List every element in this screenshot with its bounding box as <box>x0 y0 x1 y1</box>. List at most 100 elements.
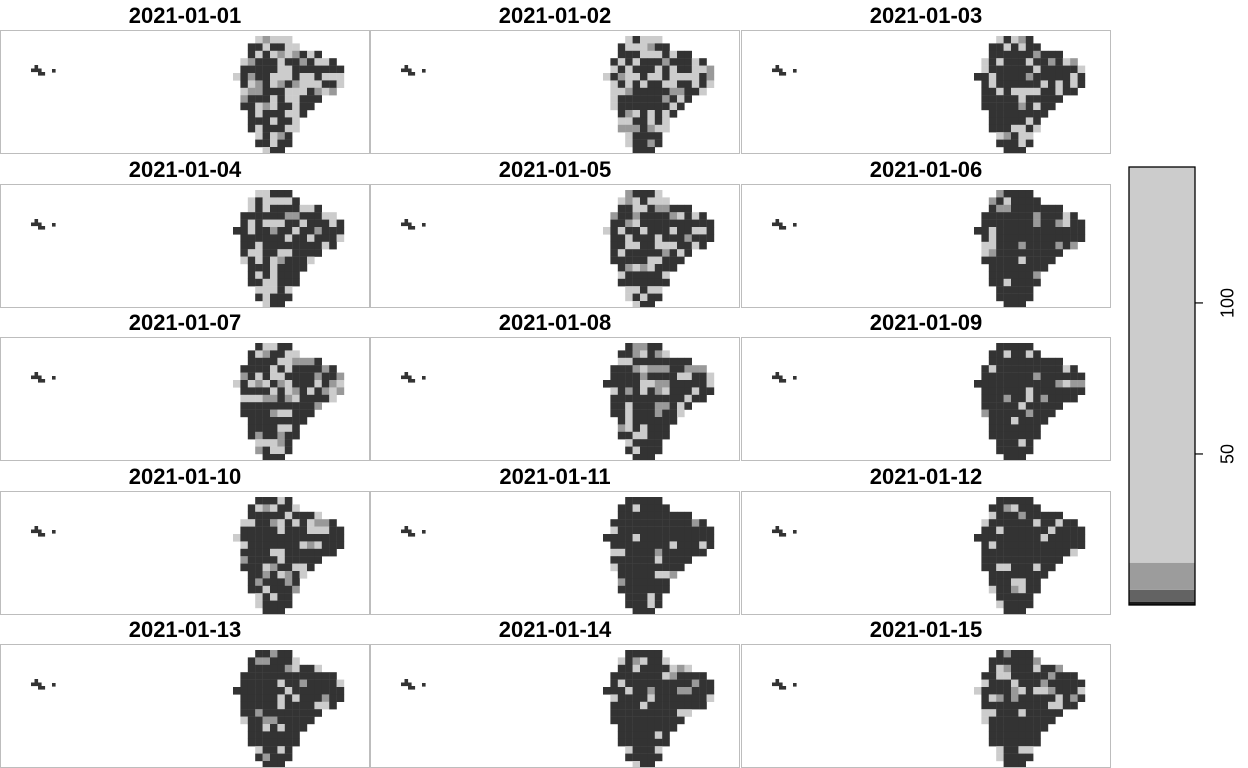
raster-cell <box>299 409 308 418</box>
raster-cell <box>1062 679 1071 688</box>
raster-cell <box>1040 241 1049 250</box>
raster-cell <box>647 278 655 287</box>
raster-cell <box>691 687 700 695</box>
raster-cell <box>1025 701 1034 710</box>
raster-cell <box>632 571 641 579</box>
raster-cell <box>669 212 678 220</box>
raster-cell <box>677 87 685 96</box>
raster-cell <box>677 664 685 673</box>
raster-cell <box>299 249 308 257</box>
raster-cell <box>988 87 997 96</box>
raster-cell <box>299 701 308 710</box>
raster-cell <box>262 117 271 125</box>
panel-frame <box>741 491 1111 615</box>
raster-cell <box>625 679 633 688</box>
panel-frame <box>741 337 1111 461</box>
raster-cell <box>277 709 285 717</box>
raster-cell <box>277 286 285 294</box>
raster-cell <box>255 701 263 710</box>
raster-cell <box>617 212 626 220</box>
raster-cell <box>632 278 641 287</box>
raster-cell <box>299 241 308 250</box>
raster-cell <box>632 73 641 81</box>
raster-cell <box>677 212 685 220</box>
raster-cell <box>284 402 293 410</box>
raster-cell <box>1003 753 1012 762</box>
raster-cell <box>1018 73 1026 81</box>
raster-cell <box>981 701 989 710</box>
raster-cell <box>307 65 315 74</box>
raster-cell <box>632 147 641 153</box>
raster-cell <box>632 65 641 74</box>
raster-cell <box>1018 278 1026 287</box>
raster-cell <box>988 716 997 725</box>
raster-cell <box>284 431 293 440</box>
raster-cell <box>996 694 1004 702</box>
island-cell <box>775 682 780 687</box>
raster-cell <box>314 227 322 235</box>
raster-cell <box>1018 402 1026 410</box>
raster-cell <box>262 731 271 739</box>
raster-cell <box>1025 716 1034 725</box>
raster-cell <box>654 43 663 51</box>
raster-cell <box>277 672 285 680</box>
raster-cell <box>1018 264 1026 272</box>
raster-cell <box>1040 212 1049 220</box>
raster-cell <box>1018 256 1026 265</box>
raster-cell <box>654 664 663 673</box>
raster-cell <box>647 439 655 447</box>
island-cell <box>404 529 409 534</box>
panel-frame <box>370 30 740 154</box>
raster-cell <box>277 147 285 153</box>
raster-cell <box>996 219 1004 228</box>
raster-cell <box>691 241 700 250</box>
raster-cell <box>625 738 633 747</box>
raster-cell <box>1011 204 1019 213</box>
raster-cell <box>1018 110 1026 118</box>
raster-cell <box>632 687 641 695</box>
raster-cell <box>654 278 663 287</box>
raster-cell <box>1011 504 1019 512</box>
raster-cell <box>662 417 670 425</box>
raster-cell <box>307 73 315 81</box>
raster-cell <box>247 672 256 680</box>
raster-cell <box>1077 73 1086 81</box>
raster-cell <box>1055 664 1063 673</box>
raster-cell <box>247 724 256 732</box>
raster-cell <box>336 80 345 88</box>
raster-cell <box>625 365 633 373</box>
raster-cell <box>247 58 256 66</box>
raster-cell <box>632 227 641 235</box>
raster-cell <box>625 556 633 564</box>
raster-cell <box>684 219 692 228</box>
raster-cell <box>336 687 345 695</box>
raster-cell <box>1011 293 1019 302</box>
raster-cell <box>284 139 293 148</box>
raster-cell <box>255 365 263 373</box>
raster-cell <box>270 701 278 710</box>
raster-cell <box>1040 664 1049 673</box>
raster-cell <box>262 701 271 710</box>
raster-cell <box>625 58 633 66</box>
raster-cell <box>299 571 308 579</box>
raster-cell <box>292 534 300 542</box>
raster-cell <box>1003 95 1012 103</box>
raster-cell <box>284 43 293 51</box>
raster-cell <box>654 241 663 250</box>
raster-cell <box>1003 578 1012 586</box>
raster-cell <box>1011 526 1019 535</box>
raster-cell <box>1048 50 1056 59</box>
raster-cell <box>284 534 293 542</box>
raster-cell <box>292 578 300 586</box>
raster-cell <box>1011 738 1019 747</box>
raster-cell <box>1011 439 1019 447</box>
raster-cell <box>1025 497 1034 505</box>
raster-cell <box>1070 234 1078 242</box>
panel-title: 2021-01-11 <box>499 464 611 489</box>
raster-cell <box>240 227 248 235</box>
raster-cell <box>284 357 293 366</box>
raster-cell <box>988 241 997 250</box>
raster-cell <box>1040 387 1049 395</box>
raster-cell <box>677 526 685 535</box>
